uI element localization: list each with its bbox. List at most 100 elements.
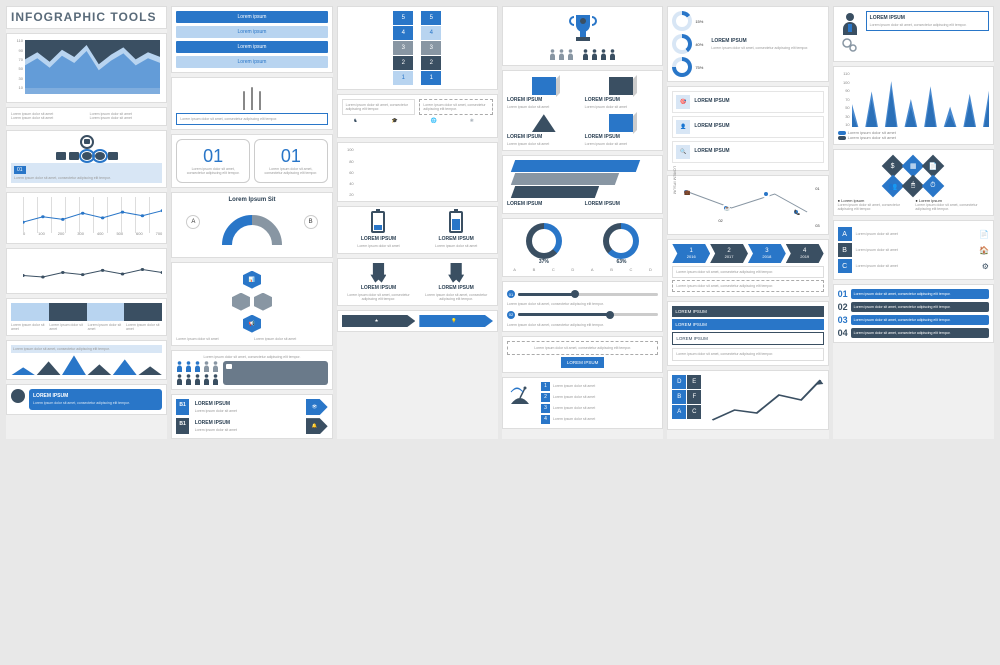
person-icon: 👤 (676, 120, 690, 134)
parallelograms: LOREM IPSUM LOREM IPSUM (502, 155, 663, 214)
letter-rows: ALorem ipsum dolor sit amet📄 BLorem ipsu… (833, 220, 994, 280)
award-icon (370, 263, 386, 283)
b1-label: B1 (176, 399, 188, 415)
btn-4[interactable]: Lorem ipsum (176, 56, 327, 68)
gear-icon: ⚙ (982, 262, 989, 271)
box-icon (532, 77, 556, 95)
doc-icon: 📄 (979, 230, 989, 239)
column-1: INFOGRAPHIC TOOLS 1109070503010 Lorem ip… (6, 6, 167, 439)
area-legend: Lorem ipsum dolor sit ametLorem ipsum do… (6, 107, 167, 125)
num-bubbles: 01Lorem ipsum dolor sit amet, consectetu… (833, 284, 994, 343)
arrow-icon: 👁 (306, 399, 328, 415)
buttons: Lorem ipsum Lorem ipsum Lorem ipsum Lore… (171, 6, 332, 73)
folder-tree: 01 Lorem ipsum dolor sit amet, consectet… (6, 130, 167, 188)
cube-text: Lorem ipsum dolor sit amet, consectetur … (337, 94, 498, 138)
award-icon (448, 263, 464, 283)
slider-2[interactable]: 02 (507, 311, 658, 319)
home-icon: 🏠 (979, 246, 989, 255)
ab-arc: Lorem Ipsum Sit A B (171, 192, 332, 258)
letter-badge: C (838, 259, 852, 273)
label-tab: Lorem ipsum dolor sit amet, consectetur … (502, 336, 663, 373)
list-item: 👤LOREM IPSUM (672, 116, 823, 138)
icon-cards: 🎯LOREM IPSUM 👤LOREM IPSUM 🔍LOREM IPSUM L… (667, 86, 828, 171)
column-6: LOREM IPSUMLorem ipsum dolor sit amet, c… (833, 6, 994, 439)
turbines: Lorem ipsum dolor sit amet, consectetur … (171, 77, 332, 130)
avatar-bubble: LOREM IPSUM Lorem ipsum dolor sit amet, … (6, 384, 167, 414)
b1-label: B1 (176, 418, 188, 434)
path-node: 💼 (682, 188, 690, 196)
card-01-a: 01 Lorem ipsum dolor sit amet, consectet… (176, 139, 250, 182)
peaks-chart: 1101009070503010 Lorem ipsum dolor sit a… (833, 66, 994, 145)
hex-icon (254, 293, 272, 311)
grid-upline: DEBFAC (667, 370, 828, 430)
box-icon (609, 114, 633, 132)
hex-layout: 📊 📢 Lorem ipsum dolor sit amet Lorem ips… (171, 262, 332, 346)
speech-bubble: LOREM IPSUM Lorem ipsum dolor sit amet, … (29, 389, 162, 409)
avatar-icon (11, 389, 25, 403)
donut-chart (526, 223, 562, 259)
tag-01: 01 (14, 166, 26, 174)
column-3: 12345 12345 Lorem ipsum dolor sit amet, … (337, 6, 498, 439)
search-icon: 🔍 (676, 145, 690, 159)
arrow-icon: ★ (342, 315, 416, 327)
box-icon (532, 114, 556, 132)
b1-arrows: B1 LOREM IPSUMLorem ipsum dolor sit amet… (171, 394, 332, 439)
battery-icon (449, 211, 463, 233)
battery-icon (371, 211, 385, 233)
donut-chart (603, 223, 639, 259)
path-node: 📞 (792, 208, 800, 216)
iso-boxes: LOREM IPSUMLorem ipsum dolor sit amet LO… (502, 70, 663, 151)
hex-icon (232, 293, 250, 311)
area-chart: 1109070503010 (6, 33, 167, 103)
letter-grid: DEBFAC (672, 375, 701, 425)
letter-badge: B (838, 243, 852, 257)
peak-chart: Lorem ipsum dolor sit amet, consectetur … (6, 340, 167, 380)
target-icon: 🎯 (676, 95, 690, 109)
awards: LOREM IPSUMLorem ipsum dolor sit amet, c… (337, 258, 498, 306)
line-chart-1: 0100200300400500600700 (6, 192, 167, 244)
arrow-icon: 💡 (419, 315, 493, 327)
chess-icon: ♞ (353, 118, 365, 130)
bands: LOREM IPSUM LOREM IPSUM LOREM IPSUM Lore… (667, 301, 828, 365)
btn-1[interactable]: Lorem ipsum (176, 11, 327, 23)
diamond-icon: 📄 (922, 155, 945, 178)
trophy (502, 6, 663, 66)
column-2: Lorem ipsum Lorem ipsum Lorem ipsum Lore… (171, 6, 332, 439)
sliders: 01 Lorem ipsum dolor sit amet, consectet… (502, 281, 663, 331)
column-4: LOREM IPSUMLorem ipsum dolor sit amet LO… (502, 6, 663, 439)
band-label: LOREM IPSUM (672, 319, 823, 330)
list-item: 🔍LOREM IPSUM (672, 141, 823, 163)
bar-chart: 10080604020 (337, 142, 498, 202)
dot-path: 💼 ☕ 📞 01 02 03 (667, 175, 828, 235)
cards-01: 01 Lorem ipsum dolor sit amet, consectet… (171, 134, 332, 187)
title-block: INFOGRAPHIC TOOLS (6, 6, 167, 29)
diamond-icon: ⏱ (922, 175, 945, 198)
btn-3[interactable]: Lorem ipsum (176, 41, 327, 53)
box-icon (609, 77, 633, 95)
page-title: INFOGRAPHIC TOOLS (11, 11, 162, 24)
trophy-icon (568, 11, 598, 45)
gear-icon (841, 37, 859, 55)
diamonds: $ ▦ 📄 👥 🖱 ⏱ ● Lorem ipsumLorem ipsum dol… (833, 149, 994, 216)
years-timeline: 12016220173201842019 Lorem ipsum dolor s… (667, 239, 828, 297)
arrow-pair: ★ 💡 (337, 310, 498, 332)
letter-badge: A (838, 227, 852, 241)
tab-label: LOREM IPSUM (561, 357, 605, 368)
credit-card-icon (223, 361, 327, 385)
satellite-list: 1Lorem ipsum dolor sit amet2Lorem ipsum … (502, 377, 663, 429)
card-01-b: 01 Lorem ipsum dolor sit amet, consectet… (254, 139, 328, 182)
slider-1[interactable]: 01 (507, 290, 658, 298)
mini-donuts: 15%40%75% LOREM IPSUMLorem ipsum dolor s… (667, 6, 828, 82)
puzzle-row: Lorem ipsum dolor sit amet Lorem ipsum d… (6, 298, 167, 336)
line-chart-2 (6, 248, 167, 294)
businessman-icon (840, 11, 860, 35)
batteries: LOREM IPSUM Lorem ipsum dolor sit amet L… (337, 206, 498, 253)
hex-icon: 📢 (243, 315, 261, 333)
businessman: LOREM IPSUMLorem ipsum dolor sit amet, c… (833, 6, 994, 62)
btn-2[interactable]: Lorem ipsum (176, 26, 327, 38)
credit-card: Lorem ipsum dolor sit amet, consectetur … (171, 350, 332, 390)
arrow-icon: 🔔 (306, 418, 328, 434)
column-5: 15%40%75% LOREM IPSUMLorem ipsum dolor s… (667, 6, 828, 439)
graduation-icon: 🎓 (392, 118, 404, 130)
band-label: LOREM IPSUM (672, 306, 823, 317)
